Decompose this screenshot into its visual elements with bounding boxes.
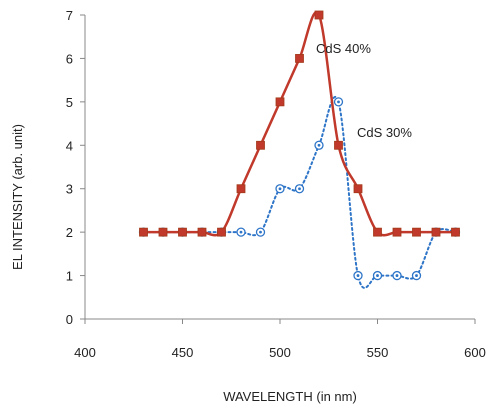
marker-dot — [259, 230, 262, 234]
data-point — [139, 227, 148, 237]
data-point — [217, 227, 226, 237]
data-point — [255, 227, 266, 237]
marker-dot — [337, 100, 340, 104]
data-point — [451, 227, 460, 237]
data-point — [178, 227, 187, 237]
series-line — [143, 11, 456, 237]
data-point — [197, 227, 207, 237]
x-axis-title: WAVELENGTH (in nm) — [223, 389, 357, 404]
y-tick-label: 4 — [66, 138, 73, 153]
x-tick-label: 500 — [269, 345, 291, 360]
series-label-cds-40: CdS 40% — [316, 41, 371, 56]
data-point — [256, 140, 265, 150]
data-point — [333, 97, 344, 107]
marker-dot — [415, 274, 418, 277]
x-tick-label: 450 — [172, 345, 194, 360]
data-point — [411, 270, 422, 281]
data-point — [236, 227, 246, 237]
y-tick-label: 0 — [66, 312, 73, 327]
data-point — [392, 270, 402, 281]
data-point — [392, 227, 402, 237]
marker-dot — [356, 274, 360, 277]
y-tick-label: 2 — [66, 225, 73, 240]
data-point — [373, 227, 382, 237]
data-point — [295, 54, 304, 63]
data-point — [294, 184, 305, 194]
series-label-cds-30: CdS 30% — [357, 125, 412, 140]
x-tick-label: 400 — [74, 345, 96, 360]
marker-dot — [278, 187, 282, 191]
ticks: 0 1 2 3 4 5 6 7 400 450 500 550 600 — [66, 8, 486, 360]
marker-dot — [317, 143, 321, 147]
data-point — [334, 140, 343, 150]
marker-dot — [395, 274, 399, 277]
y-tick-label: 3 — [66, 182, 73, 197]
data-point — [275, 184, 285, 194]
marker-dot — [298, 187, 301, 191]
data-point — [314, 140, 324, 150]
y-tick-label: 6 — [66, 51, 73, 66]
y-tick-label: 5 — [66, 95, 73, 110]
x-tick-label: 550 — [367, 345, 389, 360]
y-tick-label: 7 — [66, 8, 73, 23]
series-layer — [138, 10, 461, 289]
y-axis-title: EL INTENSITY (arb. unit) — [10, 124, 25, 270]
marker-dot — [239, 230, 243, 234]
data-point — [236, 184, 246, 194]
data-point — [158, 227, 168, 237]
data-point — [353, 270, 363, 281]
data-point — [431, 227, 441, 237]
data-point — [314, 10, 324, 20]
series-cds-40 — [139, 10, 460, 237]
marker-dot — [376, 274, 379, 277]
x-tick-label: 600 — [464, 345, 486, 360]
data-point — [372, 270, 383, 281]
y-tick-label: 1 — [66, 269, 73, 284]
data-point — [412, 227, 421, 237]
data-point — [275, 97, 285, 107]
data-point — [353, 184, 363, 194]
